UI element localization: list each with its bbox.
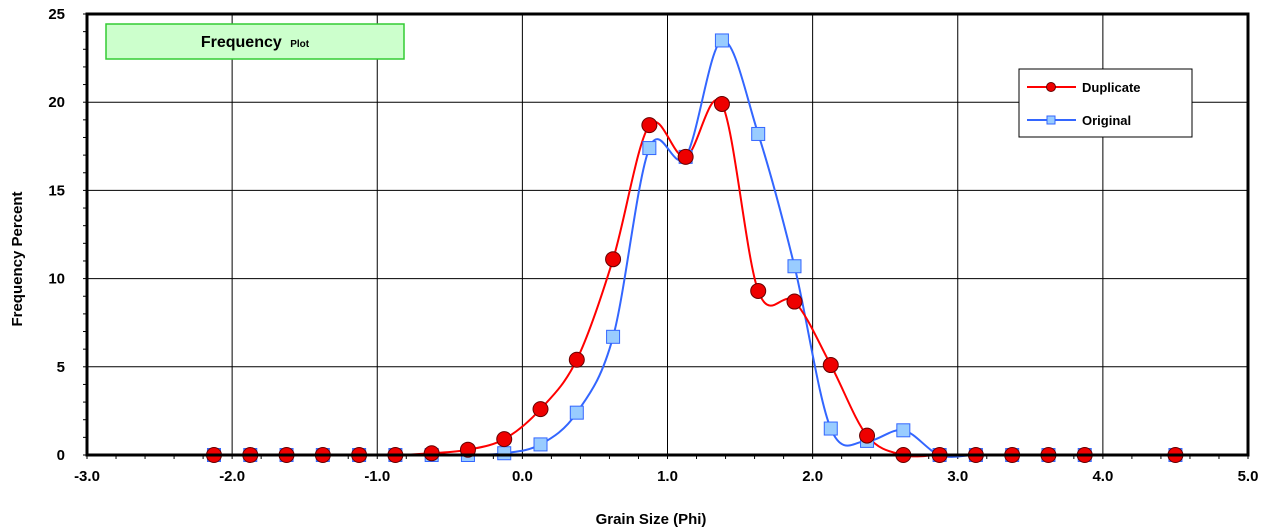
data-point-duplicate bbox=[713, 95, 730, 112]
chart-title-box: Frequency Plot bbox=[105, 23, 405, 60]
y-tick-label: 5 bbox=[57, 359, 65, 376]
x-tick-label: 1.0 bbox=[657, 468, 678, 485]
y-tick-label: 10 bbox=[48, 271, 65, 288]
y-tick-label: 20 bbox=[48, 94, 65, 111]
data-point-original bbox=[642, 141, 657, 156]
legend-label-original: Original bbox=[1082, 113, 1131, 128]
grid-lines bbox=[87, 14, 1248, 455]
legend-label-duplicate: Duplicate bbox=[1082, 80, 1141, 95]
y-axis-title: Frequency Percent bbox=[9, 191, 26, 326]
x-axis-title: Grain Size (Phi) bbox=[596, 511, 707, 528]
data-point-duplicate bbox=[459, 441, 476, 458]
x-tick-label: 3.0 bbox=[947, 468, 968, 485]
data-point-duplicate bbox=[786, 293, 803, 310]
legend-marker-duplicate bbox=[1046, 82, 1056, 92]
chart-title-suffix: Plot bbox=[290, 39, 310, 50]
data-point-duplicate bbox=[423, 445, 440, 462]
x-tick-label: 5.0 bbox=[1238, 468, 1259, 485]
data-point-duplicate bbox=[532, 401, 549, 418]
data-point-duplicate bbox=[859, 427, 876, 444]
legend-marker-original bbox=[1046, 115, 1056, 125]
legend-entry-original: Original bbox=[1027, 113, 1131, 128]
data-point-duplicate bbox=[750, 282, 767, 299]
data-point-original bbox=[823, 421, 838, 436]
data-point-original bbox=[714, 33, 729, 48]
y-tick-label: 15 bbox=[48, 182, 65, 199]
tick-labels: -3.0 -2.0 -1.0 0.0 1.0 2.0 3.0 4.0 5.0 0 5 10 15 20 25 bbox=[48, 6, 1258, 485]
data-point-duplicate bbox=[568, 351, 585, 368]
legend-entry-duplicate: Duplicate bbox=[1027, 80, 1141, 95]
data-point-original bbox=[787, 259, 802, 274]
x-tick-label: 4.0 bbox=[1092, 468, 1113, 485]
data-point-duplicate bbox=[605, 251, 622, 268]
plot-area-border bbox=[85, 12, 1250, 457]
data-point-duplicate bbox=[641, 117, 658, 134]
legend-box bbox=[1018, 68, 1193, 138]
data-point-original bbox=[751, 126, 766, 141]
x-tick-label: -3.0 bbox=[74, 468, 100, 485]
x-tick-label: 2.0 bbox=[802, 468, 823, 485]
y-tick-label: 0 bbox=[57, 447, 65, 464]
x-tick-label: -1.0 bbox=[364, 468, 390, 485]
data-point-duplicate bbox=[677, 148, 694, 165]
y-tick-label: 25 bbox=[48, 6, 65, 23]
data-point-duplicate bbox=[496, 431, 513, 448]
data-point-original bbox=[896, 423, 911, 438]
data-point-original bbox=[497, 446, 512, 461]
series-markers-duplicate bbox=[205, 95, 1184, 463]
x-tick-label: 0.0 bbox=[512, 468, 533, 485]
series-line-duplicate bbox=[213, 99, 1176, 458]
chart-title-main: Frequency bbox=[201, 34, 282, 51]
data-point-original bbox=[569, 405, 584, 420]
legend: Duplicate Original bbox=[1018, 68, 1193, 138]
data-point-duplicate bbox=[822, 357, 839, 374]
data-point-original bbox=[533, 437, 548, 452]
x-tick-label: -2.0 bbox=[219, 468, 245, 485]
series-duplicate bbox=[213, 99, 1176, 458]
chart-title: Frequency Plot bbox=[201, 34, 310, 51]
data-point-original bbox=[606, 329, 621, 344]
